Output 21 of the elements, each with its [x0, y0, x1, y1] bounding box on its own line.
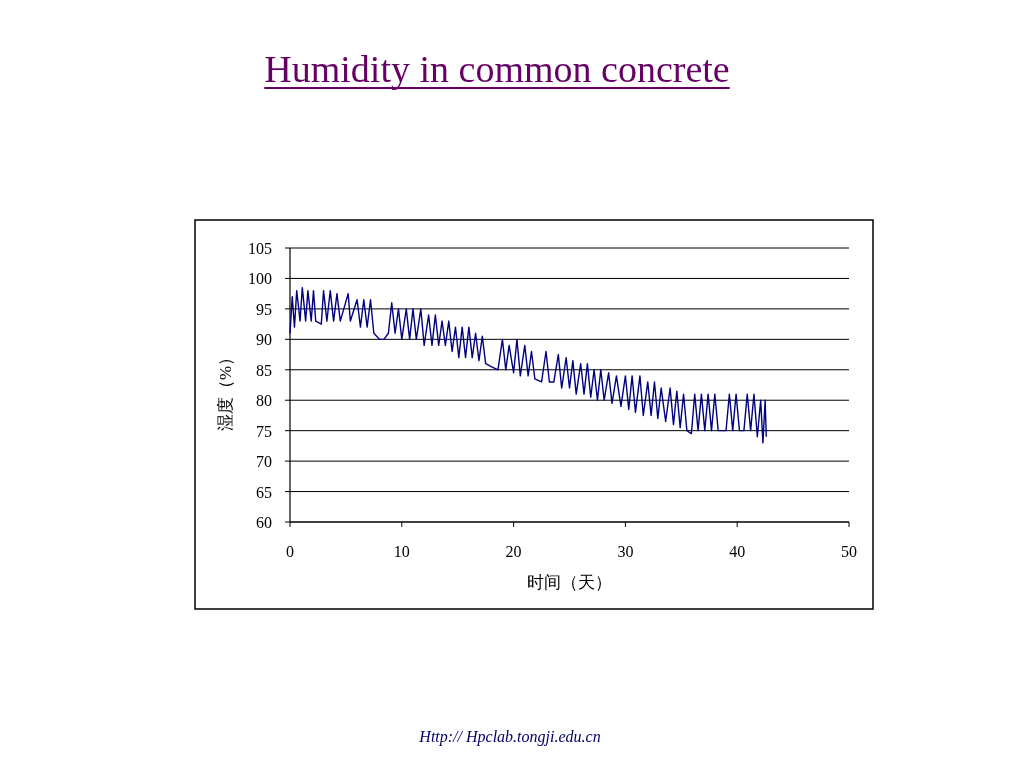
y-tick-label: 70: [256, 453, 272, 471]
chart-title: Humidity in common concrete: [264, 48, 730, 90]
y-axis-title: 湿度（%）: [216, 348, 235, 432]
x-axis-title: 时间（天）: [527, 573, 612, 592]
x-tick-label: 20: [505, 543, 522, 560]
y-tick-label: 60: [256, 514, 272, 531]
y-tick-label: 90: [256, 331, 272, 349]
x-tick-label: 10: [393, 543, 410, 560]
line-series: [289, 286, 767, 444]
x-tick-label: 40: [729, 543, 746, 560]
x-tick-label: 30: [617, 543, 634, 560]
y-tick-label: 105: [248, 240, 272, 257]
y-tick-label: 75: [256, 422, 272, 440]
y-tick-label: 65: [256, 483, 272, 501]
y-tick-label: 100: [248, 270, 272, 288]
text: Http:// Hpclab.tongji.edu.cn: [418, 728, 601, 746]
y-tick-label: 85: [256, 361, 272, 379]
x-tick-label: 0: [286, 543, 294, 560]
y-tick-label: 80: [256, 392, 272, 410]
x-tick-label: 50: [841, 543, 857, 560]
y-tick-label: 95: [256, 300, 272, 318]
